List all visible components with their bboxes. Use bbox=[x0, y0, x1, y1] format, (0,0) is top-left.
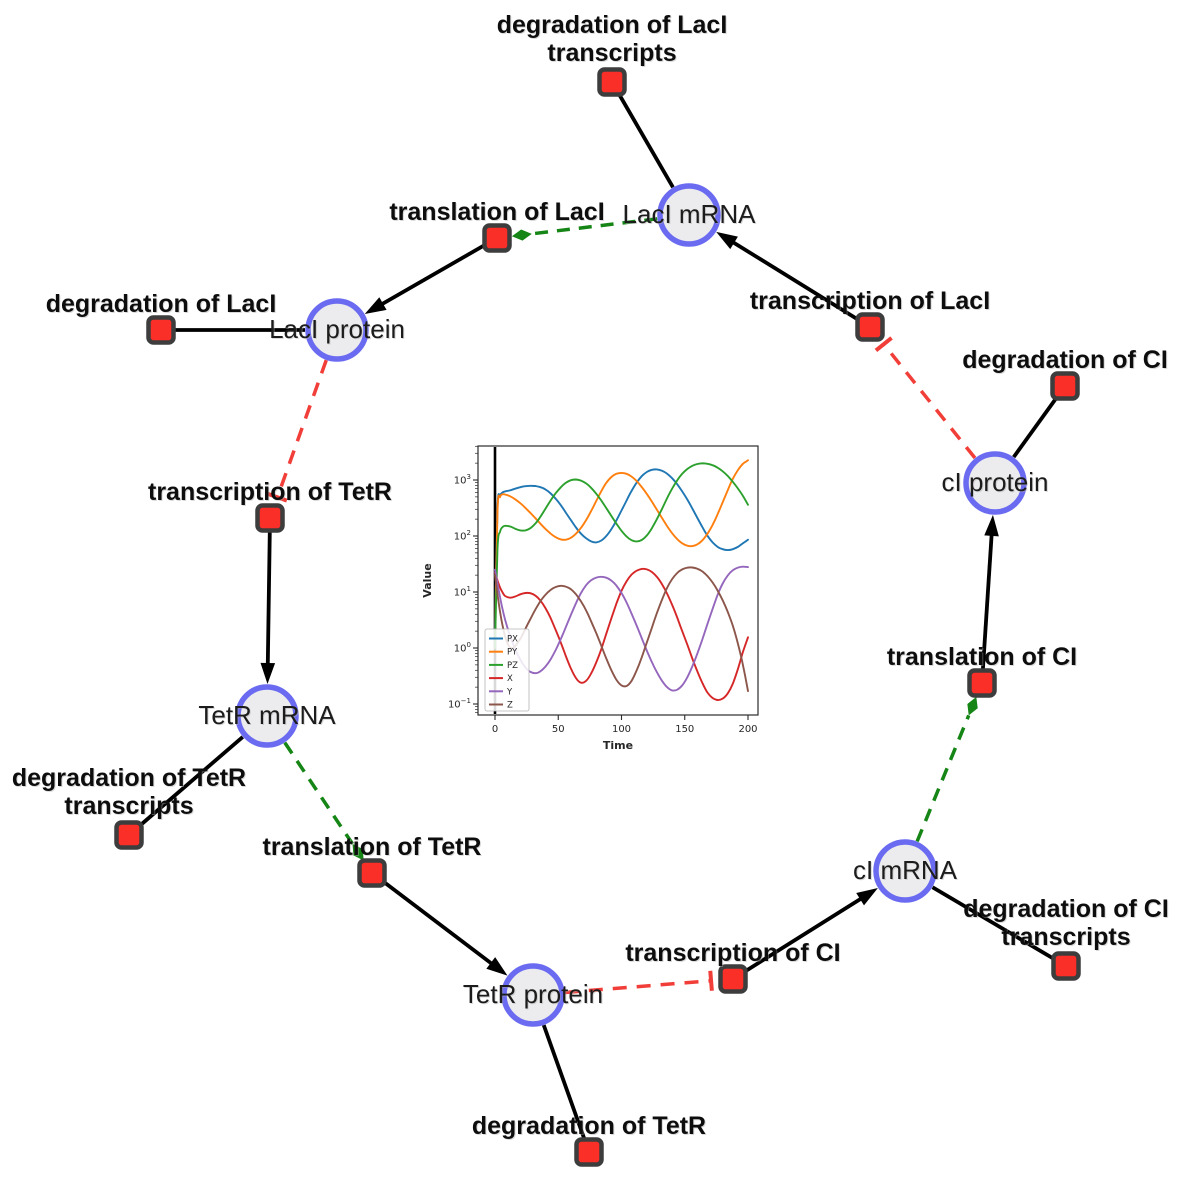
series-line-PZ bbox=[494, 462, 749, 649]
reaction-label-translation-laci: translation of LacI bbox=[389, 198, 604, 226]
edge-consumption-tetr-mrna-to-deg-tetr-transcripts bbox=[127, 735, 245, 837]
edge-production-translation-ci-to-ci-protein bbox=[980, 514, 999, 684]
reaction-label-deg-tetr-transcripts: degradation of TetR transcripts bbox=[12, 764, 246, 820]
reaction-node-transcription-laci[interactable] bbox=[855, 312, 885, 342]
reaction-node-translation-tetr[interactable] bbox=[357, 858, 387, 888]
edge-production-transcription-ci-to-ci-mrna bbox=[731, 888, 878, 981]
arrowhead bbox=[364, 297, 387, 315]
edge-modifier-laci-mrna-to-translation-laci bbox=[511, 217, 658, 241]
edge-production-translation-laci-to-laci-protein bbox=[364, 236, 498, 315]
species-label-laci-mrna: LacI mRNA bbox=[623, 199, 757, 229]
arrowhead bbox=[260, 662, 276, 685]
edge-inhibition-ci-protein-to-transcription-laci bbox=[874, 336, 977, 460]
reaction-node-transcription-ci[interactable] bbox=[718, 964, 748, 994]
reaction-node-deg-laci[interactable] bbox=[146, 315, 176, 345]
modifier-diamond-arrowhead bbox=[967, 696, 978, 716]
reaction-label-deg-laci-transcripts: degradation of LacI transcripts bbox=[497, 11, 728, 67]
species-node-ci-mrna[interactable] bbox=[873, 839, 937, 903]
inhibition-tee bbox=[874, 336, 893, 352]
species-node-tetr-mrna[interactable] bbox=[235, 684, 299, 748]
y-tick-label: 101 bbox=[454, 585, 471, 599]
inhibition-tee bbox=[708, 970, 714, 991]
reaction-label-deg-tetr: degradation of TetR bbox=[472, 1112, 706, 1140]
arrowhead bbox=[486, 957, 508, 976]
x-axis-title: Time bbox=[603, 739, 633, 752]
x-tick-label: 0 bbox=[492, 724, 498, 735]
edge-modifier-ci-mrna-to-translation-ci bbox=[915, 696, 978, 843]
edge-production-transcription-tetr-to-tetr-mrna bbox=[260, 517, 276, 685]
reaction-node-deg-ci[interactable] bbox=[1050, 371, 1080, 401]
y-axis: 10−1 100 101 102 103 bbox=[448, 445, 478, 714]
reaction-node-translation-laci[interactable] bbox=[482, 223, 512, 253]
edges-layer bbox=[127, 81, 1067, 1153]
inhibition-tee bbox=[267, 492, 288, 503]
reaction-node-translation-ci[interactable] bbox=[967, 668, 997, 698]
edge-modifier-tetr-mrna-to-translation-tetr bbox=[283, 741, 364, 861]
modifier-diamond-arrowhead bbox=[511, 229, 532, 241]
edge-production-transcription-laci-to-laci-mrna bbox=[716, 231, 871, 329]
arrowhead bbox=[984, 514, 999, 537]
species-label-ci-mrna: cI mRNA bbox=[853, 855, 958, 885]
modifier-diamond-arrowhead bbox=[352, 843, 364, 861]
x-axis: 0 50 100 150 200 bbox=[492, 715, 758, 735]
series-line-PY bbox=[494, 459, 749, 649]
reaction-label-deg-ci-transcripts: degradation of CI transcripts bbox=[963, 895, 1169, 951]
arrowhead bbox=[716, 231, 738, 250]
species-node-ci-protein[interactable] bbox=[963, 451, 1027, 515]
legend-label-Z: Z bbox=[507, 701, 513, 711]
reaction-node-transcription-tetr[interactable] bbox=[255, 503, 285, 533]
reaction-label-transcription-ci: transcription of CI bbox=[625, 939, 840, 967]
x-tick-label: 200 bbox=[738, 724, 757, 735]
edge-consumption-ci-mrna-to-deg-ci-transcripts bbox=[931, 885, 1067, 968]
reactions-layer bbox=[114, 67, 1081, 1167]
arrowhead bbox=[856, 888, 878, 906]
reaction-label-deg-laci: degradation of LacI bbox=[46, 290, 277, 318]
legend-label-PX: PX bbox=[507, 635, 518, 645]
reaction-node-deg-tetr[interactable] bbox=[574, 1137, 604, 1167]
legend-label-PY: PY bbox=[507, 648, 518, 658]
y-tick-label: 100 bbox=[454, 641, 471, 655]
legend-label-Y: Y bbox=[506, 687, 513, 697]
species-layer bbox=[235, 183, 1027, 1027]
reaction-label-translation-ci: translation of CI bbox=[887, 643, 1077, 671]
reaction-node-deg-tetr-transcripts[interactable] bbox=[114, 820, 144, 850]
y-tick-label: 102 bbox=[454, 529, 471, 543]
species-label-ci-protein: cI protein bbox=[942, 467, 1049, 497]
reaction-label-deg-ci: degradation of CI bbox=[962, 346, 1168, 374]
reaction-node-deg-laci-transcripts[interactable] bbox=[597, 67, 627, 97]
legend-label-X: X bbox=[507, 674, 513, 684]
reaction-label-transcription-tetr: transcription of TetR bbox=[148, 478, 392, 506]
y-axis-title: Value bbox=[421, 563, 434, 597]
species-label-tetr-mrna: TetR mRNA bbox=[198, 700, 336, 730]
edge-inhibition-tetr-protein-to-transcription-ci bbox=[564, 970, 714, 995]
reaction-label-translation-tetr: translation of TetR bbox=[263, 833, 482, 861]
chart-legend: PX PY PZ XYZ bbox=[484, 628, 530, 712]
y-tick-label: 103 bbox=[454, 473, 471, 487]
species-node-laci-mrna[interactable] bbox=[657, 183, 721, 247]
timecourse-inset: 10−1 100 101 102 103 0 50 100 150 200 Time Value PX P… bbox=[420, 433, 770, 768]
species-label-laci-protein: LacI protein bbox=[269, 314, 405, 344]
edge-inhibition-laci-protein-to-transcription-tetr bbox=[267, 359, 328, 503]
y-tick-label: 10−1 bbox=[448, 697, 471, 711]
legend-label-PZ: PZ bbox=[507, 661, 518, 671]
edge-consumption-laci-mrna-to-deg-laci-transcripts bbox=[610, 81, 675, 189]
x-tick-label: 50 bbox=[552, 724, 565, 735]
x-tick-label: 100 bbox=[612, 724, 631, 735]
edge-production-translation-tetr-to-tetr-protein bbox=[370, 871, 508, 976]
series-layer bbox=[494, 459, 749, 701]
edge-consumption-tetr-protein-to-deg-tetr bbox=[541, 1024, 591, 1153]
series-line-X bbox=[494, 567, 749, 701]
species-label-tetr-protein: TetR protein bbox=[463, 979, 603, 1009]
labels-layer: LacI mRNA LacI protein TetR mRNA TetR prote… bbox=[12, 11, 1169, 1140]
species-node-laci-protein[interactable] bbox=[305, 298, 369, 362]
x-tick-label: 150 bbox=[675, 724, 694, 735]
reaction-label-transcription-laci: transcription of LacI bbox=[750, 287, 990, 315]
species-node-tetr-protein[interactable] bbox=[501, 963, 565, 1027]
reaction-node-deg-ci-transcripts[interactable] bbox=[1051, 951, 1081, 981]
